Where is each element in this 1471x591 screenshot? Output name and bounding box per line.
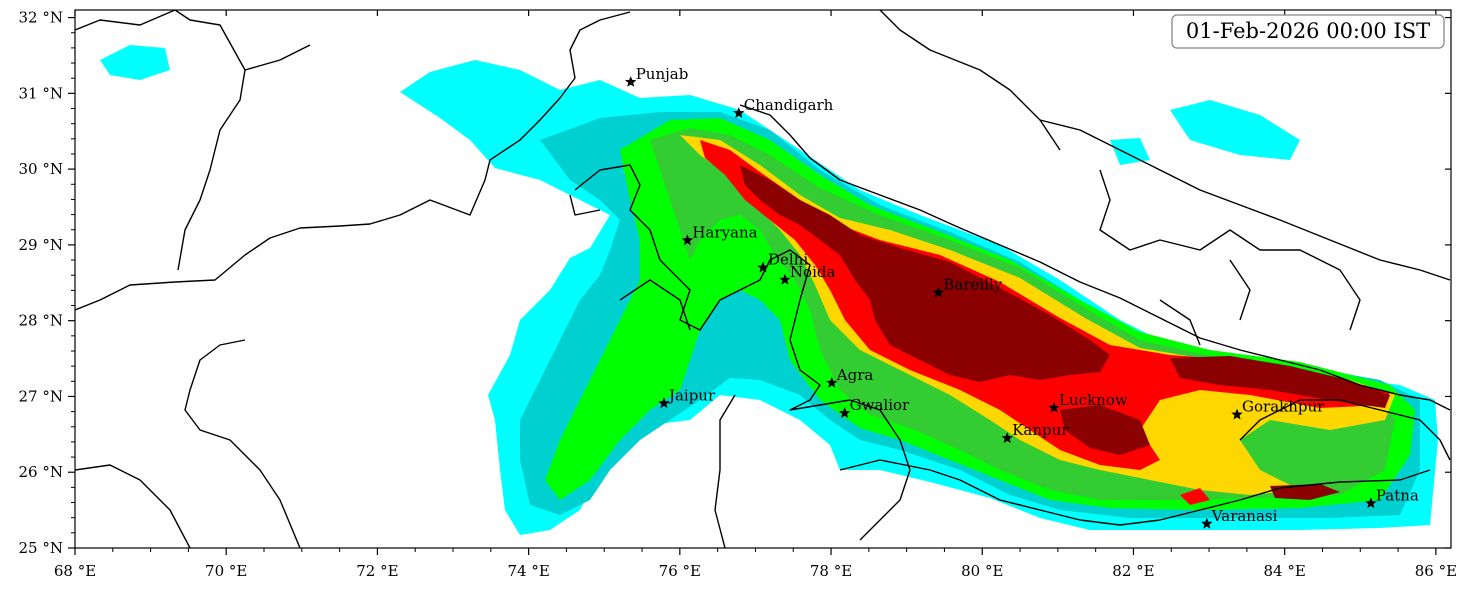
city-star-icon xyxy=(658,397,670,409)
city-label: Kanpur xyxy=(1012,421,1069,439)
state-border xyxy=(75,10,176,31)
y-tick-label: 26 °N xyxy=(19,463,63,481)
rain-field xyxy=(100,45,1438,535)
city-label: Jaipur xyxy=(667,386,716,404)
timestamp-label: 01-Feb-2026 00:00 IST xyxy=(1186,19,1430,43)
contour-level-7-patch xyxy=(1060,405,1150,455)
contour-level-1-patch xyxy=(1170,100,1300,160)
state-border xyxy=(619,279,691,331)
state-border xyxy=(75,464,191,548)
y-tick-label: 27 °N xyxy=(19,387,63,405)
state-border xyxy=(1099,169,1361,331)
x-tick-label: 80 °E xyxy=(961,562,1003,580)
city-label: Patna xyxy=(1376,486,1419,504)
city-label: Punjab xyxy=(636,65,689,83)
contour-level-7 xyxy=(740,165,1110,382)
city-label: Noida xyxy=(790,263,836,281)
y-tick-label: 32 °N xyxy=(19,9,63,27)
state-border xyxy=(574,164,911,541)
city-star-icon xyxy=(1048,401,1060,413)
city-label: Gwalior xyxy=(850,396,910,414)
city-star-icon xyxy=(779,273,791,285)
contour-level-7-patch xyxy=(1170,356,1390,408)
city-label: Haryana xyxy=(692,223,757,241)
city-star-icon xyxy=(757,261,769,273)
x-tick-label: 76 °E xyxy=(659,562,701,580)
contour-level-1-patch xyxy=(1110,138,1150,165)
state-border xyxy=(184,339,301,548)
boundaries xyxy=(75,10,1451,548)
city-star-icon xyxy=(733,107,745,118)
state-border xyxy=(714,394,736,548)
city-star-icon xyxy=(681,234,694,246)
x-tick-label: 70 °E xyxy=(205,562,247,580)
contour-level-6 xyxy=(700,140,1390,470)
city-star-icon xyxy=(826,376,838,388)
y-tick-label: 25 °N xyxy=(19,539,63,557)
x-tick-label: 78 °E xyxy=(810,562,852,580)
city-star-icon xyxy=(838,407,851,418)
y-tick-label: 31 °N xyxy=(19,84,63,102)
y-tick-label: 30 °N xyxy=(19,160,63,178)
city-star-icon xyxy=(1365,497,1377,509)
x-tick-label: 86 °E xyxy=(1415,562,1457,580)
y-tick-label: 29 °N xyxy=(19,236,63,254)
city-star-icon xyxy=(932,286,945,298)
state-border xyxy=(1039,119,1451,281)
city-label: Gorakhpur xyxy=(1242,398,1325,416)
city-label: Delhi xyxy=(768,251,808,269)
state-border xyxy=(244,44,311,71)
x-tick-label: 68 °E xyxy=(54,562,96,580)
city-label: Lucknow xyxy=(1059,391,1128,409)
x-tick-label: 74 °E xyxy=(507,562,549,580)
state-border xyxy=(1239,399,1451,461)
plot-frame xyxy=(74,9,1452,549)
city-star-icon xyxy=(1001,432,1013,443)
city-label: Varanasi xyxy=(1211,507,1278,525)
timestamp-frame xyxy=(1171,14,1445,49)
state-border xyxy=(1229,259,1251,321)
international-border xyxy=(739,104,1451,411)
x-tick-label: 72 °E xyxy=(356,562,398,580)
contour-level-7-patch xyxy=(1270,484,1340,500)
city-star-icon xyxy=(625,76,637,87)
axis-ticks: 68 °E 70 °E 72 °E 74 °E 76 °E 78 °E 80 °E 82 °E… xyxy=(19,9,1458,580)
x-tick-label: 82 °E xyxy=(1112,562,1154,580)
state-border xyxy=(569,194,601,216)
timestamp-box: 01-Feb-2026 00:00 IST xyxy=(1171,14,1445,49)
state-border xyxy=(174,10,246,271)
city-star-icon xyxy=(1201,517,1213,529)
city-label: Chandigarh xyxy=(744,96,834,114)
city-star-icon xyxy=(1231,408,1243,420)
state-border xyxy=(1159,299,1201,346)
city-label: Bareilly xyxy=(943,276,1002,294)
contour-level-1-patch xyxy=(100,45,170,80)
y-tick-label: 28 °N xyxy=(19,312,63,330)
city-label: Agra xyxy=(836,366,874,384)
state-border xyxy=(839,459,1431,526)
international-border xyxy=(75,11,631,311)
x-tick-label: 84 °E xyxy=(1264,562,1306,580)
contour-level-6-patch xyxy=(1180,488,1210,505)
